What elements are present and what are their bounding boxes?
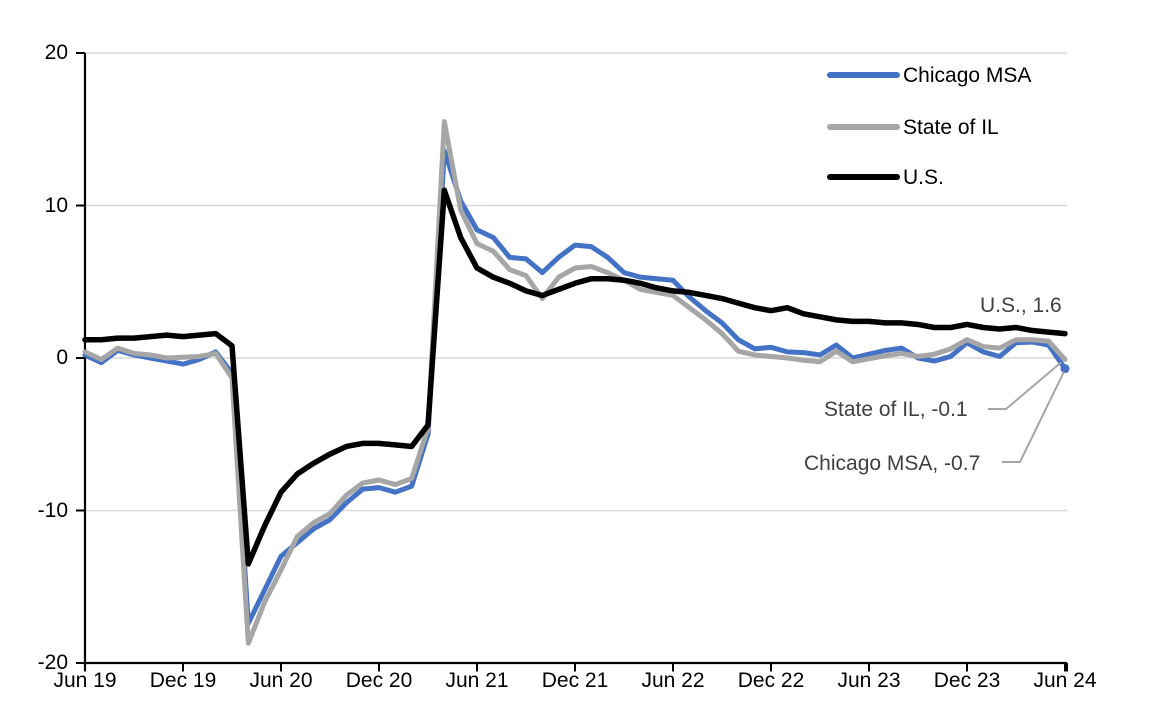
x-tick-label-jun20: Jun 20 — [249, 669, 313, 692]
x-tick-label-dec21: Dec 21 — [541, 669, 609, 692]
annotation-chicago-msa-end-value: Chicago MSA, -0.7 — [804, 452, 981, 475]
x-tick-label-dec23: Dec 23 — [933, 669, 1001, 692]
legend-swatch-us — [827, 174, 900, 180]
y-tick-label-0: 0 — [56, 346, 68, 369]
legend-label-us: U.S. — [903, 166, 944, 189]
x-tick-label-jun22: Jun 22 — [641, 669, 705, 692]
legend-label-state-of-il: State of IL — [903, 116, 999, 139]
y-tick-label-neg20: -20 — [37, 651, 68, 674]
legend-swatch-state-of-il — [827, 124, 900, 130]
x-tick-label-jun19: Jun 19 — [53, 669, 117, 692]
y-tick-label-neg10: -10 — [37, 499, 68, 522]
x-tick-label-dec22: Dec 22 — [737, 669, 805, 692]
x-tick-label-jun21: Jun 21 — [445, 669, 509, 692]
x-tick-label-jun24: Jun 24 — [1033, 669, 1097, 692]
legend-label-chicago-msa: Chicago MSA — [903, 64, 1032, 87]
annotation-state-of-il-end-value: State of IL, -0.1 — [824, 398, 968, 421]
y-tick-label-10: 10 — [44, 194, 68, 217]
x-tick-label-dec19: Dec 19 — [149, 669, 217, 692]
annotation-us-end-value: U.S., 1.6 — [980, 294, 1062, 317]
y-tick-label-20: 20 — [44, 41, 68, 64]
x-tick-label-jun23: Jun 23 — [837, 669, 901, 692]
x-tick-label-dec20: Dec 20 — [345, 669, 413, 692]
legend-swatch-chicago-msa — [827, 72, 900, 78]
